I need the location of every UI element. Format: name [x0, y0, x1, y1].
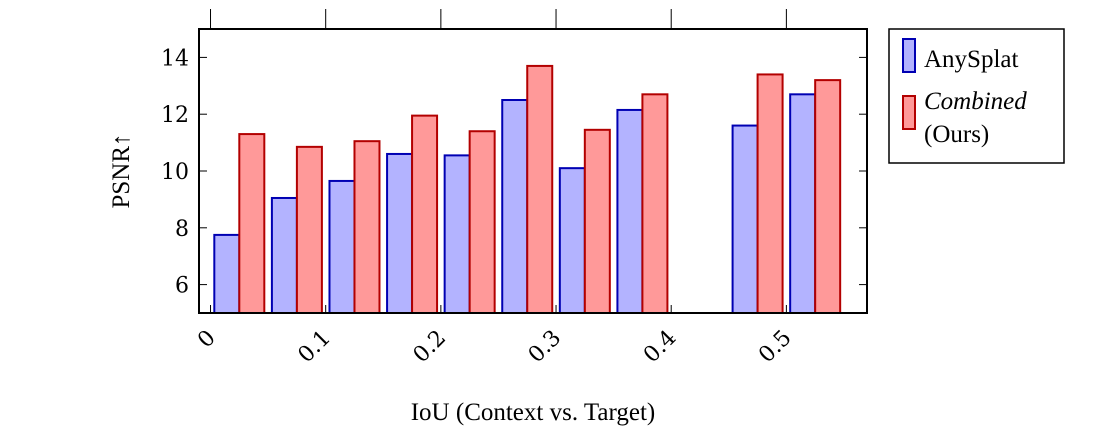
y-tick-label-0: 6 [175, 274, 189, 299]
x-tick-label-4: 0.4 [639, 326, 681, 368]
legend-box [888, 28, 1065, 164]
bar-anysplat-0 [213, 233, 241, 314]
bar-anysplat-6 [558, 167, 586, 314]
bar-combined-6 [583, 128, 611, 314]
legend: AnySplat Combined (Ours) [888, 28, 1065, 164]
bar-combined-3 [411, 114, 439, 315]
bar-anysplat-2 [328, 179, 356, 314]
x-axis-label: IoU (Context vs. Target) [411, 399, 656, 426]
bar-combined-4 [468, 130, 496, 314]
y-tick-label-2: 10 [161, 160, 189, 185]
legend-swatch-combined [902, 95, 916, 130]
bar-anysplat-7 [616, 108, 644, 314]
legend-swatch-anysplat [902, 38, 916, 73]
bar-combined-0 [238, 133, 266, 314]
bar-combined-5 [526, 64, 554, 314]
bars-group [213, 64, 842, 315]
x-tick-label-3: 0.3 [524, 326, 566, 368]
x-tick-label-2: 0.2 [409, 326, 451, 368]
legend-label-combined: Combined [924, 88, 1027, 115]
x-tick-label-1: 0.1 [294, 326, 336, 368]
y-tick-label-4: 14 [161, 46, 189, 71]
y-tick-label-3: 12 [161, 103, 189, 128]
bar-anysplat-10 [789, 93, 817, 314]
bar-combined-10 [814, 79, 842, 315]
bar-anysplat-9 [731, 124, 759, 314]
legend-label-ours: (Ours) [924, 121, 989, 148]
bar-anysplat-4 [443, 154, 471, 314]
x-tick-label-5: 0.5 [754, 326, 796, 368]
y-tick-label-1: 8 [175, 217, 189, 242]
bar-anysplat-3 [386, 152, 414, 314]
bar-combined-1 [295, 145, 323, 314]
bar-anysplat-1 [270, 196, 298, 314]
bar-anysplat-5 [501, 99, 529, 314]
bar-combined-7 [641, 93, 669, 314]
y-axis-label: PSNR↑ [108, 133, 135, 208]
legend-label-anysplat: AnySplat [924, 46, 1019, 73]
bar-combined-2 [353, 140, 381, 314]
bar-combined-9 [756, 73, 784, 314]
x-tick-label-0: 0 [193, 326, 221, 354]
